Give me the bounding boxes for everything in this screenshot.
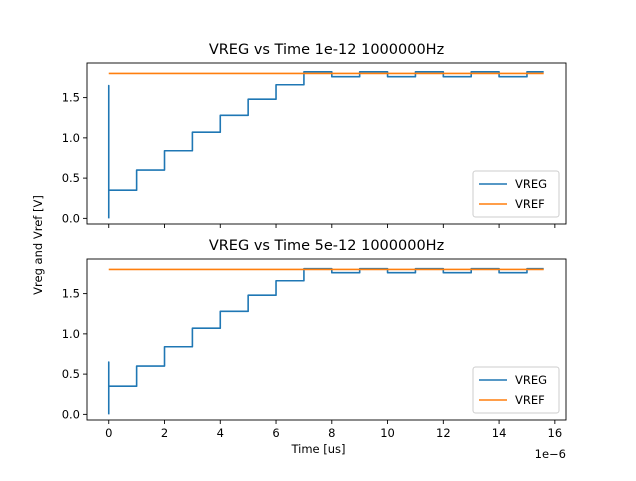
x-tick-label: 8 <box>328 426 335 440</box>
legend-label-vref: VREF <box>515 393 545 407</box>
x-tick-label: 0 <box>105 426 112 440</box>
axes-frame <box>86 62 567 225</box>
x-tick-label: 10 <box>380 426 395 440</box>
shared-y-axis-label: Vreg and Vref [V] <box>31 195 45 295</box>
x-tick-label: 4 <box>217 426 224 440</box>
axes-frame <box>86 258 567 421</box>
x-tick-label: 6 <box>272 426 279 440</box>
top-subplot: VREG vs Time 1e-12 1000000Hz 0.0 0.5 1.0 1.5… <box>62 42 567 228</box>
x-axis-offset-label: 1e−6 <box>535 447 566 461</box>
legend-label-vref: VREF <box>515 197 545 211</box>
y-tick-label: 0.0 <box>62 407 80 421</box>
legend-label-vreg: VREG <box>515 177 547 191</box>
legend-box <box>472 170 560 218</box>
y-tick-label: 0.0 <box>62 211 80 225</box>
y-tick-label: 1.5 <box>62 91 80 105</box>
y-tick-label: 1.0 <box>62 131 80 145</box>
chart-title: VREG vs Time 1e-12 1000000Hz <box>209 42 444 58</box>
y-tick-label: 0.5 <box>62 367 80 381</box>
x-tick-label: 16 <box>548 426 563 440</box>
bottom-subplot: VREG vs Time 5e-12 1000000Hz 0 2 4 6 8 10 12 14 1… <box>62 238 567 461</box>
y-tick-label: 1.0 <box>62 327 80 341</box>
legend-label-vreg: VREG <box>515 373 547 387</box>
x-tick-label: 12 <box>436 426 451 440</box>
y-tick-label: 0.5 <box>62 171 80 185</box>
chart-title: VREG vs Time 5e-12 1000000Hz <box>209 238 444 254</box>
x-tick-label: 14 <box>492 426 507 440</box>
x-axis-label: Time [us] <box>290 442 345 456</box>
series-line-vreg <box>107 267 544 415</box>
y-tick-label: 1.5 <box>62 287 80 301</box>
legend-box <box>472 366 560 414</box>
series-line-vreg <box>107 71 544 219</box>
x-tick-label: 2 <box>161 426 168 440</box>
